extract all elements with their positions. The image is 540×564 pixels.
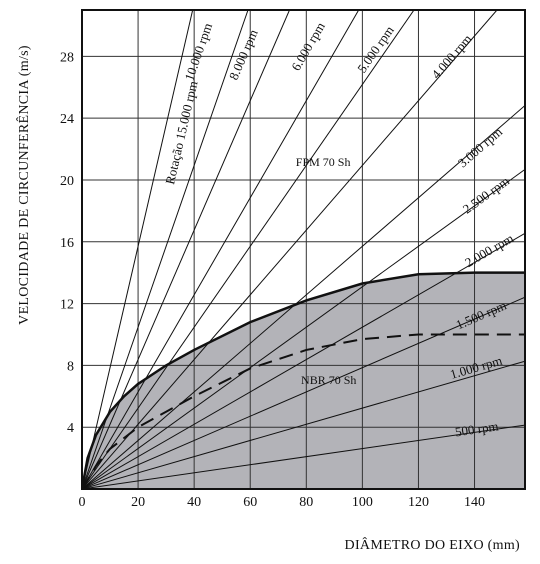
rpm-label: Rotação 15.000 rpm [162,79,200,185]
rpm-label: 2.000 rpm [462,230,516,270]
rpm-line [82,10,498,489]
rpm-label: 6.000 rpm [288,19,328,73]
nbr-curve [82,271,525,489]
rpm-line [82,169,525,489]
rpm-label: 8.000 rpm [226,27,261,82]
x-tick-label: 100 [352,495,373,510]
x-axis-title: DIÂMETRO DO EIXO (mm) [345,536,520,553]
y-axis-title: VELOCIDADE DE CIRCUNFERÊNCIA (m/s) [15,45,32,325]
rpm-line [82,10,249,489]
x-tick-label: 20 [131,495,145,510]
x-tick-label: 0 [79,495,86,510]
rpm-line [82,10,415,489]
plot-frame [81,9,526,490]
rpm-line [82,296,525,489]
rpm-line [82,10,360,489]
nbr-shaded-area [82,272,525,489]
y-tick-label: 16 [60,236,74,251]
rpm-line [82,232,525,489]
rpm-line [82,105,525,489]
y-tick-label: 20 [60,174,74,189]
x-tick-label: 120 [408,495,429,510]
rpm-line [82,424,525,489]
nbr-label: NBR 70 Sh [301,373,356,387]
x-tick-label: 60 [243,495,257,510]
fpm-label: FPM 70 Sh [296,155,351,169]
x-tick-label: 40 [187,495,201,510]
rpm-label: 5.000 rpm [354,23,397,75]
rpm-line [82,10,194,489]
y-tick-label: 24 [60,112,74,127]
rpm-line [82,10,290,489]
y-tick-label: 28 [60,50,74,65]
rpm-label: 10.000 rpm [181,21,215,83]
y-tick-label: 12 [60,298,74,313]
fpm-curve [82,333,525,489]
rpm-label: 3.000 rpm [455,124,505,170]
rpm-label: 500 rpm [454,418,499,439]
rpm-line [82,360,525,489]
y-tick-label: 4 [67,421,74,436]
y-tick-label: 8 [67,359,74,374]
x-tick-label: 140 [464,495,485,510]
x-tick-label: 80 [299,495,313,510]
